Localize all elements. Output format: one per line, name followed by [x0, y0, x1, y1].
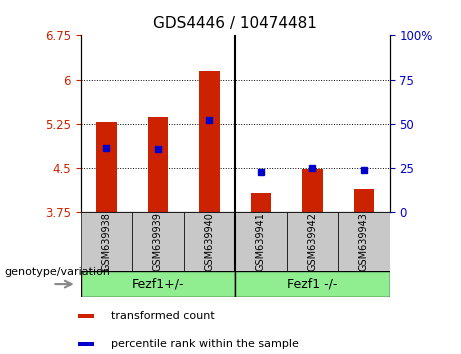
Bar	[235, 212, 287, 271]
Bar	[148, 117, 168, 212]
Text: GSM639941: GSM639941	[256, 212, 266, 271]
Bar	[78, 342, 94, 346]
Text: transformed count: transformed count	[111, 311, 214, 321]
Bar	[199, 71, 220, 212]
Bar	[78, 314, 94, 318]
Bar	[287, 212, 338, 271]
Bar	[96, 122, 117, 212]
Bar	[132, 212, 183, 271]
Bar	[81, 271, 235, 297]
Text: percentile rank within the sample: percentile rank within the sample	[111, 338, 299, 349]
Bar	[183, 212, 235, 271]
Text: Fezf1 -/-: Fezf1 -/-	[287, 278, 337, 291]
Text: GSM639938: GSM639938	[101, 212, 112, 271]
Bar	[354, 189, 374, 212]
Text: genotype/variation: genotype/variation	[5, 267, 111, 277]
Bar	[302, 169, 323, 212]
Text: GSM639940: GSM639940	[204, 212, 214, 271]
Bar	[338, 212, 390, 271]
Title: GDS4446 / 10474481: GDS4446 / 10474481	[153, 16, 317, 32]
Text: Fezf1+/-: Fezf1+/-	[132, 278, 184, 291]
Text: GSM639943: GSM639943	[359, 212, 369, 271]
Bar	[81, 212, 132, 271]
Text: GSM639939: GSM639939	[153, 212, 163, 271]
Bar	[235, 271, 390, 297]
Bar	[250, 193, 271, 212]
Text: GSM639942: GSM639942	[307, 212, 317, 271]
